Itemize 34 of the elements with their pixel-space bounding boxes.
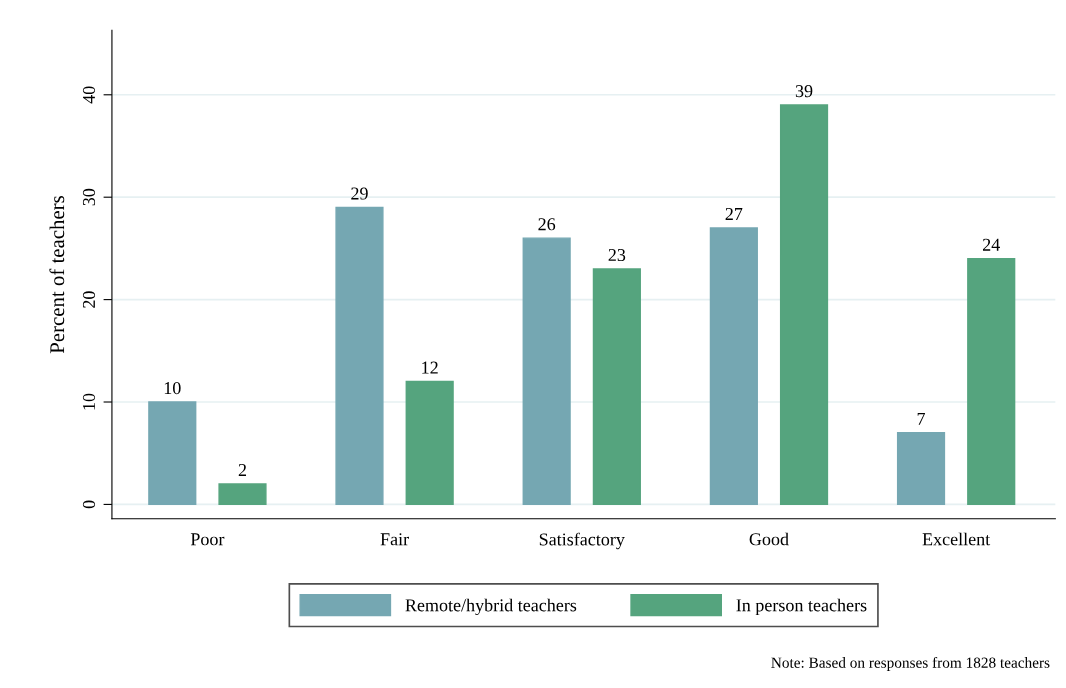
x-tick-label: Poor bbox=[190, 533, 225, 546]
bar bbox=[896, 432, 946, 506]
bar bbox=[522, 237, 571, 506]
bar bbox=[148, 401, 197, 506]
y-tick-label: 0 bbox=[82, 500, 96, 509]
y-tick-label: 30 bbox=[82, 188, 96, 206]
data-label: 39 bbox=[795, 85, 813, 98]
bar bbox=[967, 257, 1016, 506]
y-tick-label: 40 bbox=[82, 86, 96, 104]
y-axis-title: Percent of teachers bbox=[49, 196, 65, 354]
bar bbox=[218, 483, 267, 506]
legend-label: Remote/hybrid teachers bbox=[405, 598, 577, 616]
bar bbox=[405, 380, 454, 506]
bar bbox=[709, 227, 758, 506]
legend-label: In person teachers bbox=[736, 598, 867, 616]
x-tick-label: Excellent bbox=[922, 532, 991, 546]
bar bbox=[592, 268, 641, 506]
bar bbox=[779, 104, 829, 506]
data-label: 26 bbox=[538, 218, 556, 231]
data-label: 10 bbox=[164, 381, 181, 395]
x-tick-label: Good bbox=[749, 532, 789, 546]
data-label: 27 bbox=[725, 207, 743, 220]
data-label: 24 bbox=[982, 238, 1000, 251]
data-label: 29 bbox=[351, 187, 368, 200]
x-tick-label: Fair bbox=[380, 533, 409, 546]
bar bbox=[335, 206, 384, 506]
x-tick-label: Satisfactory bbox=[539, 532, 625, 550]
text: Note: Based on responses from 1828 teachers bbox=[771, 656, 1050, 671]
data-label: 2 bbox=[238, 463, 247, 476]
y-tick-label: 10 bbox=[82, 393, 96, 410]
data-label: 23 bbox=[608, 248, 626, 262]
data-label: 7 bbox=[917, 412, 926, 425]
y-tick-label: 20 bbox=[82, 291, 96, 308]
data-label: 12 bbox=[422, 361, 438, 374]
